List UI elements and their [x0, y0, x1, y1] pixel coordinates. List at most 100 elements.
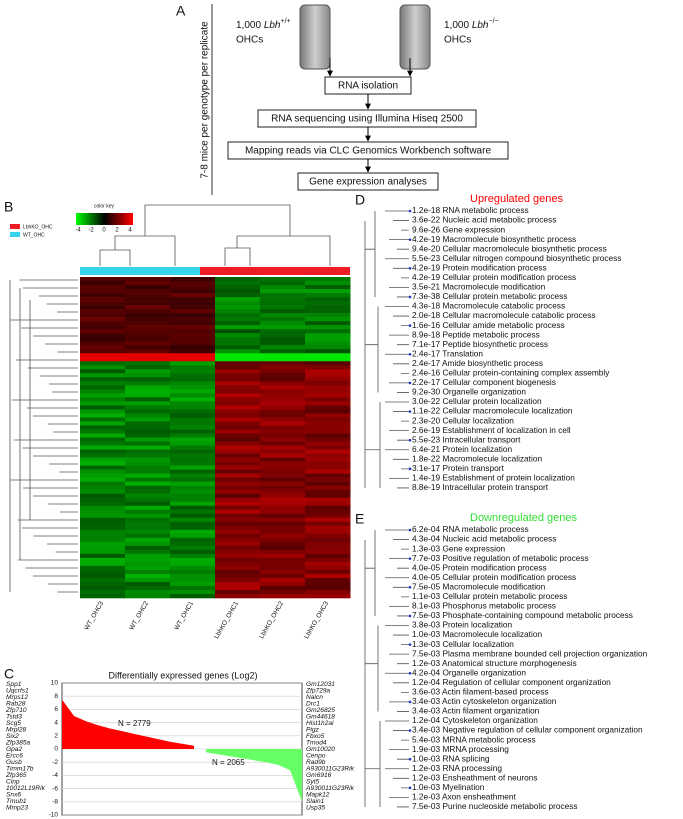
gene-label: Fbxo5 [306, 733, 325, 740]
heat-cell [125, 505, 171, 511]
heat-cell [260, 453, 306, 458]
heat-cell [125, 293, 171, 298]
heat-cell [260, 581, 306, 587]
heat-cell [215, 457, 261, 462]
heat-cell [80, 317, 126, 322]
heat-cell [260, 533, 306, 539]
heat-cell [305, 313, 351, 318]
gene-label: Zfp385a [5, 739, 31, 746]
heat-cell [170, 445, 216, 450]
heat-cell [215, 313, 261, 318]
heat-cell [125, 457, 171, 462]
heat-cell [215, 385, 261, 390]
heat-cell [170, 441, 216, 446]
heat-cell [215, 409, 261, 414]
heat-cell [215, 561, 261, 567]
heat-cell [305, 593, 351, 599]
heat-cell [305, 317, 351, 322]
gene-label: Usp35 [306, 804, 325, 811]
heat-cell [80, 361, 126, 366]
heat-cell [260, 349, 306, 354]
heat-cell [80, 489, 126, 494]
heat-cell [125, 305, 171, 310]
heat-cell [170, 457, 216, 462]
heat-cell [170, 525, 216, 531]
heat-cell [80, 369, 126, 374]
heat-cell [260, 497, 306, 502]
heat-cell [80, 429, 126, 434]
heat-cell [80, 329, 126, 334]
heat-cell [170, 581, 216, 587]
gene-label: Zfp729a [305, 687, 331, 694]
heat-cell [305, 569, 351, 575]
step: Mapping reads via CLC Genomics Workbench… [245, 146, 491, 157]
step-box [257, 109, 477, 128]
heat-cell [305, 429, 351, 434]
go-term: 4.2e-19 Macromolecule biosynthetic proce… [412, 234, 576, 244]
go-term: 1.2e-04 Cytoskeleton organization [412, 715, 538, 725]
step: Gene expression analyses [309, 177, 427, 188]
heat-cell [170, 437, 216, 442]
heat-cell [215, 377, 261, 382]
heat-cell [260, 333, 306, 338]
go-term: 9.4e-20 Cellular macromolecule biosynthe… [412, 243, 607, 253]
go-term: 1.2e-18 RNA metabolic process [412, 205, 529, 215]
gene-label: Scg5 [6, 720, 21, 727]
heat-cell [260, 421, 306, 426]
heat-cell [260, 517, 306, 523]
go-term: 4.3e-04 Nucleic acid metabolic process [412, 534, 556, 544]
go-term: 2.4e-17 Amide biosynthetic process [412, 358, 543, 368]
go-term: 8.9e-18 Peptide metabolic process [412, 329, 540, 339]
go-term: 1.0e-03 Myelination [412, 782, 485, 792]
heat-cell [305, 477, 351, 482]
heat-cell [260, 409, 306, 414]
heat-cell [215, 461, 261, 466]
heat-cell [215, 473, 261, 478]
heat-cell [305, 281, 351, 286]
heat-cell [170, 453, 216, 458]
heat-cell [260, 305, 306, 310]
heat-cell [125, 585, 171, 591]
gene-label: Pigz [306, 726, 320, 733]
sample-label: LbhKO_OHC2 [258, 600, 285, 640]
heat-cell [305, 533, 351, 539]
dot [408, 757, 412, 761]
legend-label: WT_OHC [23, 232, 45, 238]
heat-cell [80, 457, 126, 462]
heat-cell [125, 389, 171, 394]
heat-cell [305, 353, 351, 358]
chart-title: Differentially expressed genes (Log2) [109, 670, 258, 680]
gene-label: A930011G23Rik [305, 765, 355, 772]
color-key-tick: 0 [102, 228, 106, 234]
heat-cell [305, 577, 351, 583]
go-term: 2.4e-17 Translation [412, 348, 483, 358]
heat-cell [305, 501, 351, 507]
heat-cell [170, 353, 216, 358]
heat-cell [215, 381, 261, 386]
go-term: 6.2e-04 RNA metabolic process [412, 524, 529, 534]
gene-label: 10012L19Rik [6, 785, 46, 792]
heat-cell [80, 569, 126, 575]
heat-cell [260, 297, 306, 302]
go-term: 1.2e-03 Ensheathment of neurons [412, 772, 537, 782]
go-term: 1.3e-03 Gene expression [412, 543, 506, 553]
heat-cell [215, 521, 261, 527]
heat-cell [125, 441, 171, 446]
go-term: 7.5e-03 Purine nucleoside metabolic proc… [412, 801, 578, 811]
gene-label: Cenpo [306, 752, 326, 759]
go-term: 9.6e-26 Gene expression [412, 224, 506, 234]
heat-cell [125, 281, 171, 286]
heat-cell [170, 513, 216, 519]
heat-cell [80, 325, 126, 330]
heat-cell [305, 277, 351, 282]
dot [408, 614, 412, 618]
heat-cell [170, 349, 216, 354]
dot [408, 786, 412, 790]
heat-cell [170, 277, 216, 282]
heat-cell [305, 325, 351, 330]
dendrogram [9, 279, 78, 593]
go-term: 1.0e-03 RNA splicing [412, 753, 490, 763]
heat-cell [260, 285, 306, 290]
heat-cell [215, 421, 261, 426]
